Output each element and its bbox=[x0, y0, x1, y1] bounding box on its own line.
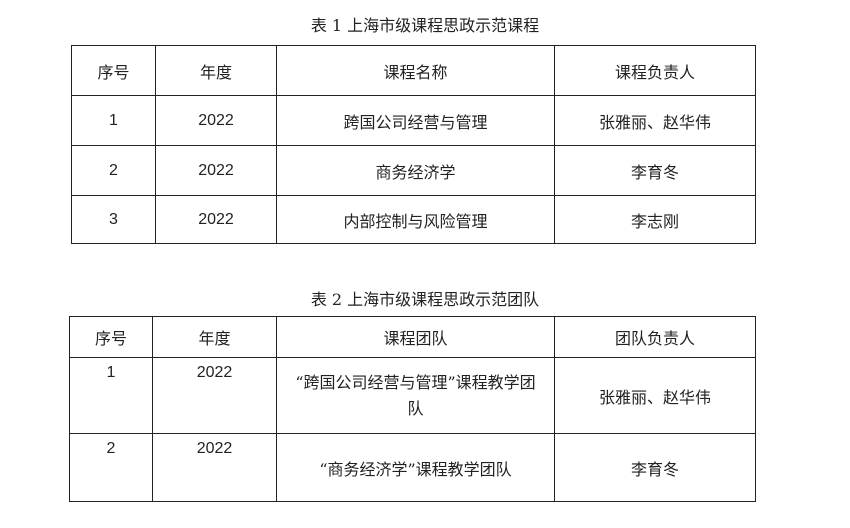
cell-index: 1 bbox=[71, 95, 156, 146]
header-cell: 序号 bbox=[69, 316, 153, 358]
cell-index: 2 bbox=[69, 433, 153, 502]
header-cell: 课程负责人 bbox=[554, 45, 756, 96]
table2-title: 表 2 上海市级课程思政示范团队 bbox=[310, 290, 540, 309]
cell-team: “跨国公司经营与管理”课程教学团队 bbox=[276, 357, 555, 434]
table-row: 2 2022 “商务经济学”课程教学团队 李育冬 bbox=[69, 433, 756, 502]
table1-title: 表 1 上海市级课程思政示范课程 bbox=[310, 16, 540, 35]
header-cell: 团队负责人 bbox=[554, 316, 756, 358]
cell-year: 2022 bbox=[155, 145, 277, 196]
cell-course: 跨国公司经营与管理 bbox=[276, 95, 555, 146]
cell-year: 2022 bbox=[152, 357, 277, 434]
cell-year: 2022 bbox=[155, 195, 277, 244]
header-cell: 课程团队 bbox=[276, 316, 555, 358]
cell-year: 2022 bbox=[155, 95, 277, 146]
table-row: 3 2022 内部控制与风险管理 李志刚 bbox=[71, 195, 756, 244]
cell-course: 内部控制与风险管理 bbox=[276, 195, 555, 244]
cell-team: “商务经济学”课程教学团队 bbox=[276, 433, 555, 502]
header-cell: 年度 bbox=[152, 316, 277, 358]
cell-lead: 张雅丽、赵华伟 bbox=[554, 357, 756, 434]
table2: 序号 年度 课程团队 团队负责人 1 2022 “跨国公司经营与管理”课程教学团… bbox=[69, 316, 756, 502]
header-cell: 序号 bbox=[71, 45, 156, 96]
cell-index: 3 bbox=[71, 195, 156, 244]
cell-lead: 李育冬 bbox=[554, 433, 756, 502]
table-header-row: 序号 年度 课程名称 课程负责人 bbox=[71, 45, 756, 96]
table-row: 2 2022 商务经济学 李育冬 bbox=[71, 145, 756, 196]
table1: 序号 年度 课程名称 课程负责人 1 2022 跨国公司经营与管理 张雅丽、赵华… bbox=[71, 45, 756, 244]
table-header-row: 序号 年度 课程团队 团队负责人 bbox=[69, 316, 756, 358]
cell-lead: 张雅丽、赵华伟 bbox=[554, 95, 756, 146]
header-cell: 课程名称 bbox=[276, 45, 555, 96]
cell-index: 1 bbox=[69, 357, 153, 434]
table-row: 1 2022 跨国公司经营与管理 张雅丽、赵华伟 bbox=[71, 95, 756, 146]
cell-year: 2022 bbox=[152, 433, 277, 502]
cell-index: 2 bbox=[71, 145, 156, 196]
cell-lead: 李志刚 bbox=[554, 195, 756, 244]
cell-lead: 李育冬 bbox=[554, 145, 756, 196]
table-row: 1 2022 “跨国公司经营与管理”课程教学团队 张雅丽、赵华伟 bbox=[69, 357, 756, 434]
cell-course: 商务经济学 bbox=[276, 145, 555, 196]
header-cell: 年度 bbox=[155, 45, 277, 96]
